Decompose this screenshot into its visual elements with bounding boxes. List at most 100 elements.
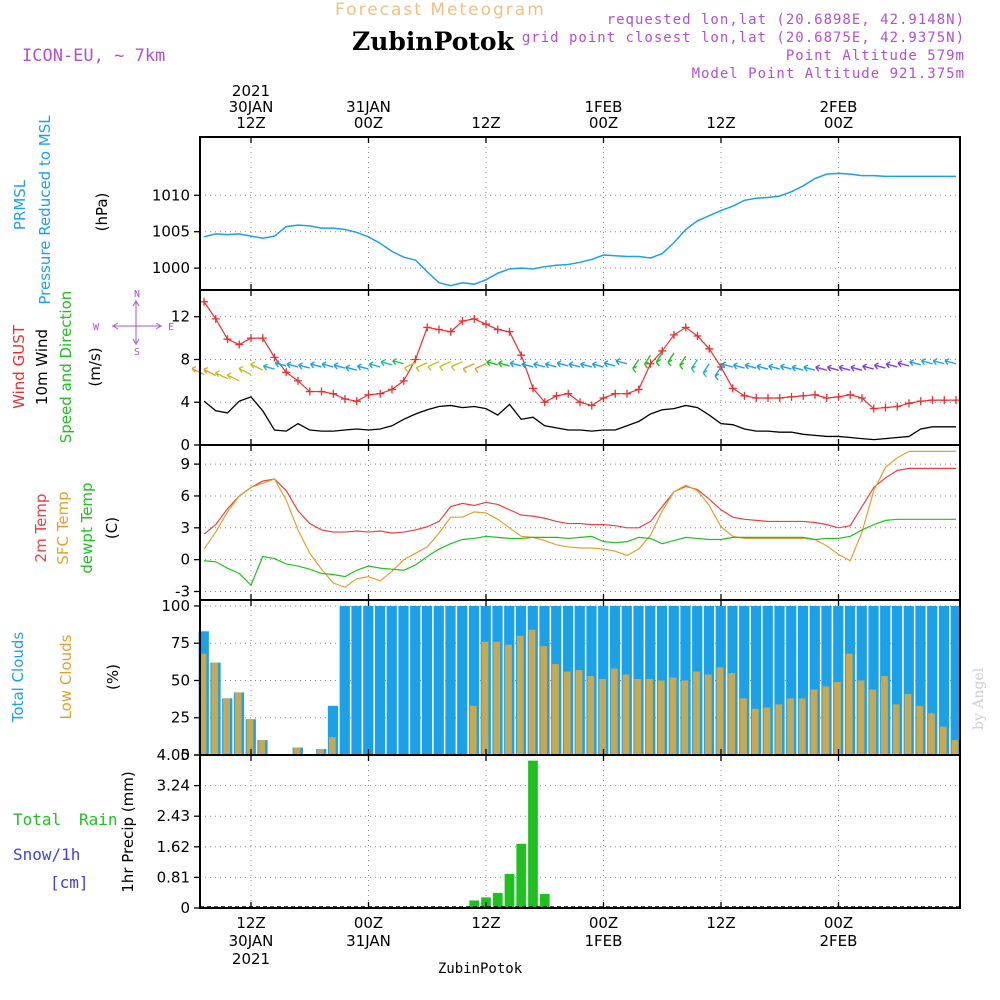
wind-direction-arrow [838,364,851,372]
wind-direction-arrow [439,360,452,372]
wind-gust-point [223,335,232,344]
low-clouds-bar [505,644,512,755]
total-label: Total [13,810,61,829]
wind-direction-arrow [826,364,839,372]
total-clouds-bar [750,605,762,755]
wind-gust-point [634,385,643,394]
low-clouds-bar [834,681,841,755]
top-time-label: 00Z [824,114,853,132]
wind-gust-point [576,398,584,407]
wind-gust-point [928,396,937,405]
y-tick-label: 0 [180,551,190,569]
wind-direction-arrow [873,362,886,370]
low-clouds-bar [681,680,689,755]
wind-gust-point [235,340,244,349]
bottom-time-label: 12Z [471,914,500,932]
low-clouds-bar [822,686,830,755]
compass-west: W [93,322,100,333]
wind-direction-arrow [655,352,663,367]
top-time-label: 2FEB [820,98,858,116]
total-clouds-bar [351,605,362,755]
y-tick-label: 2.43 [157,807,190,825]
temp-panel-labels: 2m Temp SFC Temp dewpt Temp (C) [32,482,121,573]
wind-direction-arrow [603,360,616,368]
total-clouds-bar [774,605,785,755]
wind-gust-point [270,353,279,362]
wind-direction-arrow [679,355,687,370]
total-clouds-bar [915,605,926,755]
wind-gust-point [846,390,855,399]
wind-gust-point [752,393,761,402]
low-clouds-bar [869,689,877,755]
bottom-time-label: 1FEB [585,932,623,950]
y-tick-label: 3.24 [157,777,190,795]
wind-gust-point [564,389,573,398]
low-clouds-bar [845,653,853,755]
wind-gust-point [740,391,749,400]
low-clouds-bar [293,747,301,755]
low-clouds-bar [904,693,912,755]
low-clouds-bar [552,664,559,755]
wind-direction-arrow [690,359,699,373]
wind-direction-arrow [702,363,710,378]
wind-gust-point [775,393,784,402]
total-clouds-bar [339,605,350,755]
model-label: ICON-EU, ~ 7km [22,46,165,66]
wind-direction-arrow [643,354,652,369]
total-clouds-bar [445,605,456,755]
wind-gust-point [317,387,326,396]
low-clouds-bar [857,680,865,755]
wind-direction-arrow [768,363,780,371]
wind-speed-dir-label: Speed and Direction [57,291,75,444]
wind-direction-arrow [403,362,416,373]
wind-direction-arrow [238,365,252,376]
wind-direction-arrow [345,364,357,372]
low-clouds-bar [693,671,700,755]
wind-gust-point [940,396,949,405]
requested-coords: requested lon,lat (20.6898E, 42.9148N) [607,12,965,28]
precip-unit-label: 1hr Precip (mm) [119,771,137,892]
wind-direction-arrow [321,361,334,369]
low-clouds-bar [951,740,959,755]
wind-panel: 0 4 8 12 [171,289,961,454]
rain-bar [539,894,550,908]
wind-gust-point [329,389,338,398]
wind-direction-arrow [298,362,310,370]
wind-gust-point [435,325,443,334]
y-tick-label: 1005 [152,223,190,241]
station-title: ZubinPotok [352,27,515,56]
low-clouds-bar [646,678,653,755]
low-clouds-label: Low Clouds [57,634,75,719]
low-clouds-bar [787,698,794,755]
wind-gust-point [423,323,432,332]
wind-gust-point [670,330,678,339]
wind-gust-point [764,393,772,402]
compass-lines [112,300,162,345]
temp-unit-label: (C) [103,517,121,539]
wind-gust-label: Wind GUST [10,324,28,409]
low-clouds-bar [810,689,818,755]
wind-direction-arrow [380,359,393,367]
wind-direction-arrow [450,360,463,372]
point-altitude: Point Altitude 579m [786,48,965,64]
wind-gust-point [623,389,631,398]
pressure-panel: 1000 1005 1010 [152,136,961,291]
low-clouds-bar [939,726,947,755]
y-tick-label: -3 [175,583,190,601]
prmsl-series-line [203,172,956,287]
wind-gust-point [787,392,796,401]
rain-bar [492,892,503,908]
total-clouds-label: Total Clouds [9,632,27,724]
low-clouds-bar [657,680,665,755]
cloud-panel-labels: Total Clouds Low Clouds (%) [9,632,122,724]
wind-direction-arrow [427,360,440,372]
wind-gust-point [294,376,302,385]
wind-gust-point [811,390,819,399]
wind-gust-point [599,393,608,402]
wind-gust-point [834,392,843,401]
low-clouds-bar [669,677,677,755]
wind-gust-point [822,393,831,402]
compass-south: S [134,347,140,358]
y-tick-label: 0 [180,436,190,454]
